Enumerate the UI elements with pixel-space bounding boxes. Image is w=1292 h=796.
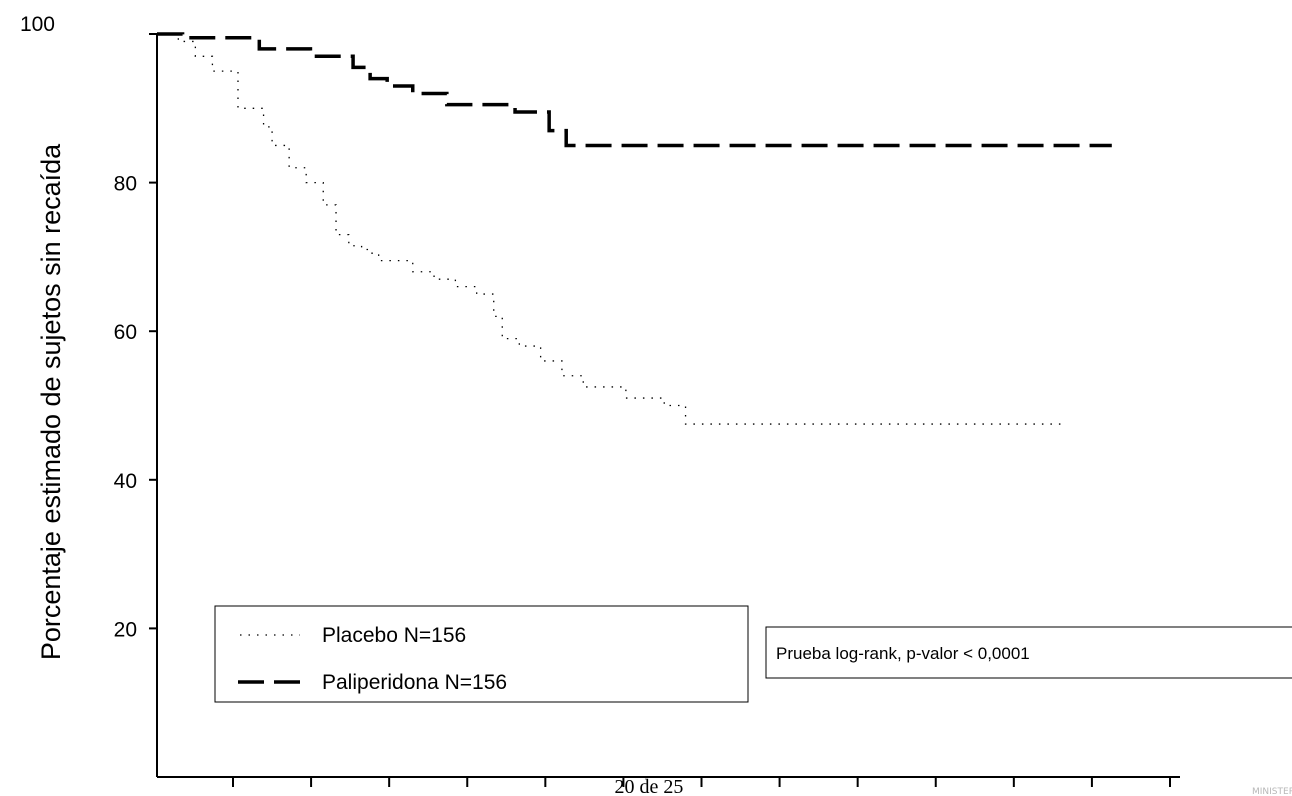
legend: Placebo N=156 Paliperidona N=156 — [214, 605, 749, 703]
annotation-box — [765, 626, 1292, 679]
y-tick-label: 80 — [114, 173, 137, 196]
series-line-paliperidona — [157, 32, 1112, 148]
y-tick-label: 60 — [114, 321, 137, 344]
y-tick-label: 100 — [20, 13, 55, 36]
legend-box — [214, 605, 749, 703]
y-tick-label: 20 — [114, 618, 137, 641]
y-axis-title: Porcentaje estimado de sujetos sin recaí… — [36, 143, 66, 660]
watermark-text: MINISTER — [1252, 787, 1292, 796]
x-ticks — [232, 777, 1171, 787]
y-ticks: 100 80 60 40 20 — [20, 13, 157, 641]
legend-label-placebo: Placebo N=156 — [322, 624, 466, 647]
annotation-text: Prueba log-rank, p-valor < 0,0001 — [776, 644, 1030, 663]
series-layer — [157, 32, 1112, 425]
logrank-annotation: Prueba log-rank, p-valor < 0,0001 — [765, 626, 1292, 679]
series-line-placebo — [157, 33, 1061, 425]
y-tick-label: 40 — [114, 470, 137, 493]
page-number: 20 de 25 — [615, 776, 684, 796]
legend-label-paliperidona: Paliperidona N=156 — [322, 671, 507, 694]
